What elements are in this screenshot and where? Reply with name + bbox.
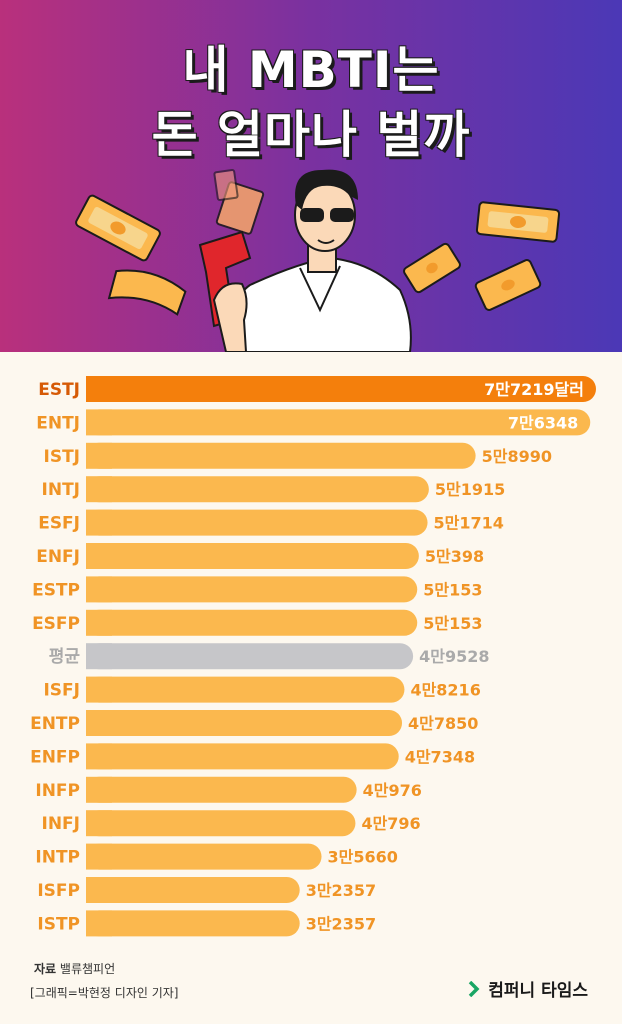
bar-left-edge — [86, 743, 112, 770]
category-label: INTP — [35, 848, 80, 868]
bar-left-edge — [86, 476, 112, 503]
credit-note: [그래픽=박현정 디자인 기자] — [30, 986, 179, 1000]
category-label: ENTP — [30, 714, 80, 734]
header-banner: 내 MBTI는 돈 얼마나 벌까 — [0, 0, 622, 352]
category-label: ESTP — [32, 580, 80, 600]
bar-left-edge — [86, 676, 112, 703]
category-label: ESFP — [32, 614, 80, 634]
category-label: 평균 — [49, 647, 81, 667]
bar-left-edge — [86, 442, 112, 469]
logo-chevron-icon — [468, 980, 480, 997]
value-label: 5만1714 — [434, 514, 504, 533]
bar-left-edge — [86, 710, 112, 736]
bar — [86, 910, 300, 937]
bar-left-edge — [86, 609, 112, 636]
bar-left-edge — [86, 643, 112, 670]
bar — [86, 609, 418, 636]
bar — [86, 476, 429, 503]
logo: 컴퍼니 타임스 — [468, 976, 588, 1001]
bar — [86, 676, 405, 703]
logo-text: 컴퍼니 타임스 — [488, 981, 588, 1001]
bar-left-edge — [86, 576, 112, 603]
bar-left-edge — [86, 409, 112, 436]
source-note: 자료 밸류챔피언 — [34, 960, 115, 977]
page-title-line2: 돈 얼마나 벌까 — [151, 106, 471, 164]
value-label: 3만5660 — [328, 848, 398, 867]
value-label: 7만7219달러 — [484, 380, 584, 399]
value-label: 4만8216 — [410, 681, 480, 700]
bar — [86, 810, 356, 837]
value-label: 4만7850 — [408, 714, 478, 733]
bar — [86, 877, 300, 903]
category-label: ENTJ — [36, 413, 80, 433]
value-label: 5만1915 — [435, 480, 505, 499]
person-icon — [212, 169, 412, 352]
bar — [86, 376, 596, 402]
bar-left-edge — [86, 910, 112, 937]
bar-left-edge — [86, 776, 112, 803]
value-label: 5만8990 — [482, 447, 552, 466]
bar — [86, 409, 591, 436]
category-label: INFJ — [42, 814, 81, 834]
value-label: 5만398 — [425, 547, 484, 566]
value-label: 4만796 — [361, 814, 420, 833]
value-label: 5만153 — [423, 614, 482, 633]
bar — [86, 543, 419, 569]
bar-left-edge — [86, 877, 112, 903]
bar — [86, 710, 403, 736]
bar-chart: ESTJ 7만7219달러 ENTJ 7만6348 ISTJ 5만8990 INTJ 5만19… — [30, 376, 596, 937]
value-label: 3만2357 — [306, 881, 376, 900]
bar-left-edge — [86, 810, 112, 837]
bar — [86, 776, 357, 803]
category-label: ENFJ — [36, 547, 80, 567]
bar — [86, 843, 322, 870]
bar — [86, 743, 399, 770]
illustration — [75, 169, 561, 352]
value-label: 3만2357 — [306, 914, 376, 933]
bar-left-edge — [86, 543, 112, 569]
bar-left-edge — [86, 509, 112, 536]
bar-left-edge — [86, 376, 112, 402]
category-label: ESFJ — [38, 514, 80, 534]
money-bill-icon — [75, 169, 561, 316]
bar — [86, 509, 428, 536]
bar — [86, 643, 414, 670]
bar-left-edge — [86, 843, 112, 870]
source-text: 밸류챔피언 — [59, 962, 116, 976]
category-label: ESTJ — [38, 380, 80, 400]
page-title-line1: 내 MBTI는 — [182, 41, 440, 99]
value-label: 7만6348 — [508, 413, 578, 432]
value-label: 4만9528 — [419, 647, 489, 666]
bar — [86, 576, 418, 603]
category-label: ENFP — [30, 747, 80, 767]
category-label: INTJ — [42, 480, 80, 500]
category-label: ISTJ — [44, 447, 81, 467]
source-label: 자료 — [34, 962, 57, 976]
category-label: ISTP — [37, 914, 80, 934]
category-label: INFP — [35, 781, 80, 801]
bar — [86, 442, 476, 469]
value-label: 4만7348 — [405, 747, 475, 766]
value-label: 5만153 — [423, 580, 482, 599]
value-label: 4만976 — [363, 781, 422, 800]
category-label: ISFP — [37, 881, 80, 901]
category-label: ISFJ — [43, 681, 80, 701]
